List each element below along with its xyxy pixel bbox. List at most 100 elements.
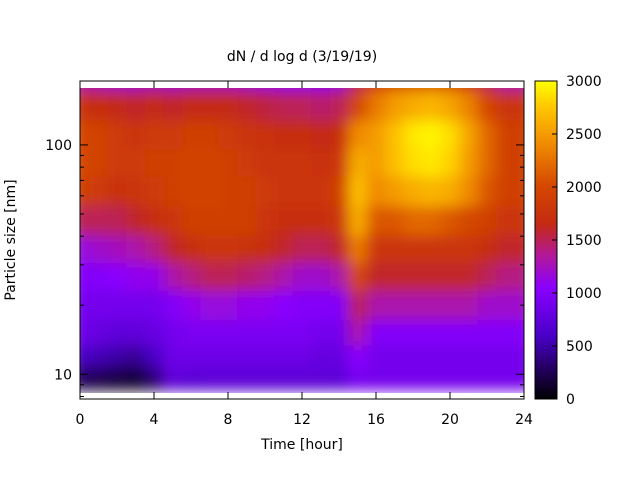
heatmap-cell [274,90,294,121]
x-tick-label: 12 [293,412,311,428]
heatmap-cell [403,262,423,291]
heatmap-cell [182,38,201,64]
heatmap-cell [274,319,294,346]
heatmap-cell [403,205,423,236]
heatmap-cell [163,319,183,346]
heatmap-cell [237,205,257,236]
heatmap-cell [292,365,312,381]
heatmap-cell [181,234,201,264]
heatmap-cell [440,176,460,207]
heatmap-cell [80,365,90,381]
heatmap-cell [329,148,349,177]
heatmap-cell [255,344,275,366]
colorbar-tick-label: 3000 [566,74,602,90]
heatmap-cell [292,176,312,207]
heatmap-cell [126,344,146,366]
heatmap-cell [71,14,90,38]
heatmap-cell [126,234,146,264]
heatmap-cell [329,88,349,91]
heatmap-cell [292,88,312,91]
heatmap-cell [403,88,423,91]
heatmap-cell [514,176,524,207]
heatmap-cell [477,176,497,207]
heatmap-cell [144,379,164,391]
heatmap-cell [144,176,164,207]
heatmap-cell [422,88,442,91]
heatmap-cell [274,379,294,391]
heatmap-cell [330,14,349,38]
heatmap-cell [200,88,220,91]
heatmap-cell [144,290,164,321]
heatmap-cell [403,176,423,207]
heatmap-cell [126,90,146,121]
heatmap-cell [163,344,183,366]
heatmap-cell [496,90,516,121]
heatmap-cell [477,365,497,381]
heatmap-cell [459,88,479,91]
heatmap-cell [514,119,524,149]
heatmap-cell [366,365,386,381]
heatmap-cell [367,14,386,38]
heatmap-cell [218,379,238,391]
heatmap-cell [107,344,127,366]
heatmap-cell [348,119,368,149]
heatmap-cell [329,290,349,321]
heatmap-cell [422,365,442,381]
heatmap-cell [144,90,164,121]
heatmap-cell [200,379,220,391]
heatmap-cell [237,365,257,381]
heatmap-cell [514,205,524,236]
heatmap-cell [422,119,442,149]
heatmap-cell [459,148,479,177]
heatmap-cell [274,234,294,264]
heatmap-cell [496,38,515,64]
heatmap-cell [496,379,516,391]
heatmap-cell [514,379,524,391]
heatmap-cell [514,88,524,91]
heatmap-cell [366,176,386,207]
heatmap-cell [514,234,524,264]
heatmap-cell [348,365,368,381]
heatmap-cell [311,176,331,207]
heatmap-cell [292,119,312,149]
heatmap-cell [181,205,201,236]
heatmap-cell [329,262,349,291]
x-tick-label: 4 [150,412,159,428]
heatmap-cell [107,90,127,121]
x-axis-ticks: 0 4 8 12 16 20 24 [76,81,533,428]
heatmap-cell [385,262,405,291]
heatmap-cell [348,262,368,291]
heatmap-cell [459,234,479,264]
heatmap-cell [366,90,386,121]
heatmap-cell [274,205,294,236]
heatmap-cell [292,379,312,391]
heatmap-cell [255,119,275,149]
heatmap-cell [89,262,109,291]
heatmap-cell [126,379,146,391]
heatmap-cell [311,205,331,236]
heatmap-cell [89,148,109,177]
heatmap-cell [255,319,275,346]
heatmap-cell [403,290,423,321]
heatmap-cell [89,90,109,121]
heatmap-cell [440,365,460,381]
heatmap-cell [329,379,349,391]
heatmap-cell [440,148,460,177]
heatmap-cell [237,262,257,291]
heatmap-cell [274,262,294,291]
y-tick-label: 100 [45,138,72,154]
heatmap-cell [145,38,164,64]
heatmap-cell [80,90,90,121]
heatmap-cell [89,176,109,207]
heatmap-cell [366,319,386,346]
heatmap-cell [144,344,164,366]
heatmap-cell [496,344,516,366]
heatmap-cell [181,262,201,291]
heatmap-cell [329,176,349,207]
heatmap-cell [144,148,164,177]
heatmap-cell [348,379,368,391]
heatmap-cell [366,148,386,177]
heatmap-cell [366,379,386,391]
heatmap-cell [163,262,183,291]
heatmap-cell [329,319,349,346]
